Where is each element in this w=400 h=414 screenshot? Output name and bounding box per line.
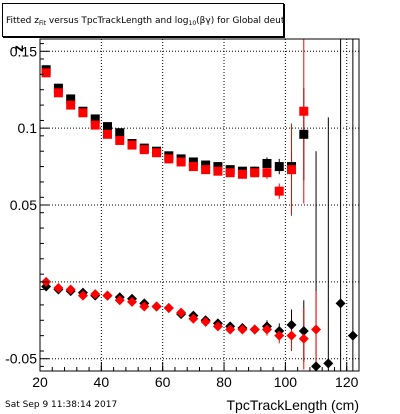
data-point-square — [66, 100, 76, 110]
data-markers — [41, 65, 358, 372]
data-point-square — [250, 168, 260, 178]
data-point-diamond — [335, 298, 346, 309]
data-point-square — [188, 157, 198, 167]
data-point-diamond — [298, 326, 309, 337]
data-point-diamond — [127, 296, 138, 307]
data-point-square — [188, 162, 198, 172]
data-point-diamond — [212, 321, 223, 332]
data-point-square — [287, 165, 297, 175]
title-log-sub: 10 — [188, 20, 197, 27]
data-point-square — [225, 168, 235, 178]
datestamp: Sat Sep 9 11:38:14 2017 — [5, 400, 118, 410]
data-point-diamond — [139, 301, 150, 312]
data-point-diamond — [347, 330, 358, 341]
data-point-square — [262, 159, 272, 168]
data-point-square — [90, 114, 100, 124]
data-point-square — [201, 165, 211, 175]
y-tick-label: 0.1 — [18, 120, 38, 136]
data-point-square — [237, 169, 247, 179]
data-point-square — [66, 94, 76, 104]
data-point-diamond — [163, 302, 174, 313]
data-point-square — [127, 140, 137, 150]
data-point-square — [299, 129, 309, 139]
data-point-square — [41, 68, 51, 78]
axis-ticks — [39, 43, 360, 371]
data-point-diamond — [65, 284, 76, 295]
data-point-square — [90, 120, 100, 130]
grid-lines — [40, 39, 359, 371]
chart-title: Fitted zFit versus TpcTrackLength and lo… — [2, 3, 284, 37]
data-point-square — [164, 154, 174, 164]
data-point-diamond — [102, 290, 113, 301]
data-point-square — [115, 135, 125, 145]
data-point-square — [201, 160, 211, 170]
data-point-diamond — [176, 307, 187, 318]
title-prefix: Fitted — [6, 16, 32, 26]
y-tick-label: 0.05 — [10, 197, 37, 213]
data-point-square — [102, 122, 112, 132]
data-point-square — [152, 148, 162, 158]
title-z-sub: Fit — [38, 20, 46, 27]
data-point-diamond — [114, 295, 125, 306]
data-point-diamond — [286, 319, 297, 330]
data-point-diamond — [298, 333, 309, 344]
data-point-square — [115, 128, 125, 138]
data-point-square — [274, 186, 284, 196]
data-point-diamond — [90, 289, 101, 300]
data-point-square — [299, 106, 309, 116]
data-point-diamond — [151, 301, 162, 312]
data-point-diamond — [249, 324, 260, 335]
data-point-diamond — [323, 358, 334, 369]
title-z-symbol: z — [34, 16, 39, 26]
data-point-square — [139, 145, 149, 155]
x-tick-label: 60 — [155, 374, 171, 390]
data-point-square — [176, 157, 186, 167]
data-point-diamond — [237, 324, 248, 335]
data-point-square — [78, 108, 88, 118]
x-tick-label: 20 — [32, 374, 48, 390]
data-point-square — [262, 168, 272, 178]
data-point-diamond — [188, 313, 199, 324]
data-point-square — [213, 166, 223, 176]
y-tick-label: -0.05 — [5, 351, 37, 367]
data-point-diamond — [311, 361, 322, 372]
data-point-diamond — [225, 324, 236, 335]
data-point-diamond — [200, 316, 211, 327]
x-tick-label: 40 — [94, 374, 110, 390]
data-point-diamond — [286, 330, 297, 341]
x-tick-label: 80 — [216, 374, 232, 390]
data-point-square — [53, 83, 63, 93]
data-point-diamond — [311, 324, 322, 335]
x-axis-label: TpcTrackLength (cm) — [226, 397, 359, 413]
x-tick-label: 120 — [335, 374, 359, 390]
title-middle: versus TpcTrackLength and log — [48, 16, 189, 26]
data-point-diamond — [261, 324, 272, 335]
title-suffix: (βγ) for Global deuteron — [196, 16, 284, 26]
data-point-square — [102, 129, 112, 139]
data-point-square — [274, 162, 284, 172]
x-tick-label: 100 — [274, 374, 298, 390]
data-point-square — [53, 88, 63, 98]
data-point-diamond — [77, 290, 88, 301]
data-point-diamond — [53, 283, 64, 293]
data-point-square — [213, 162, 223, 172]
y-axis-label: z — [10, 45, 26, 52]
y-tick-label: 0.15 — [10, 43, 37, 59]
data-point-diamond — [274, 330, 285, 341]
